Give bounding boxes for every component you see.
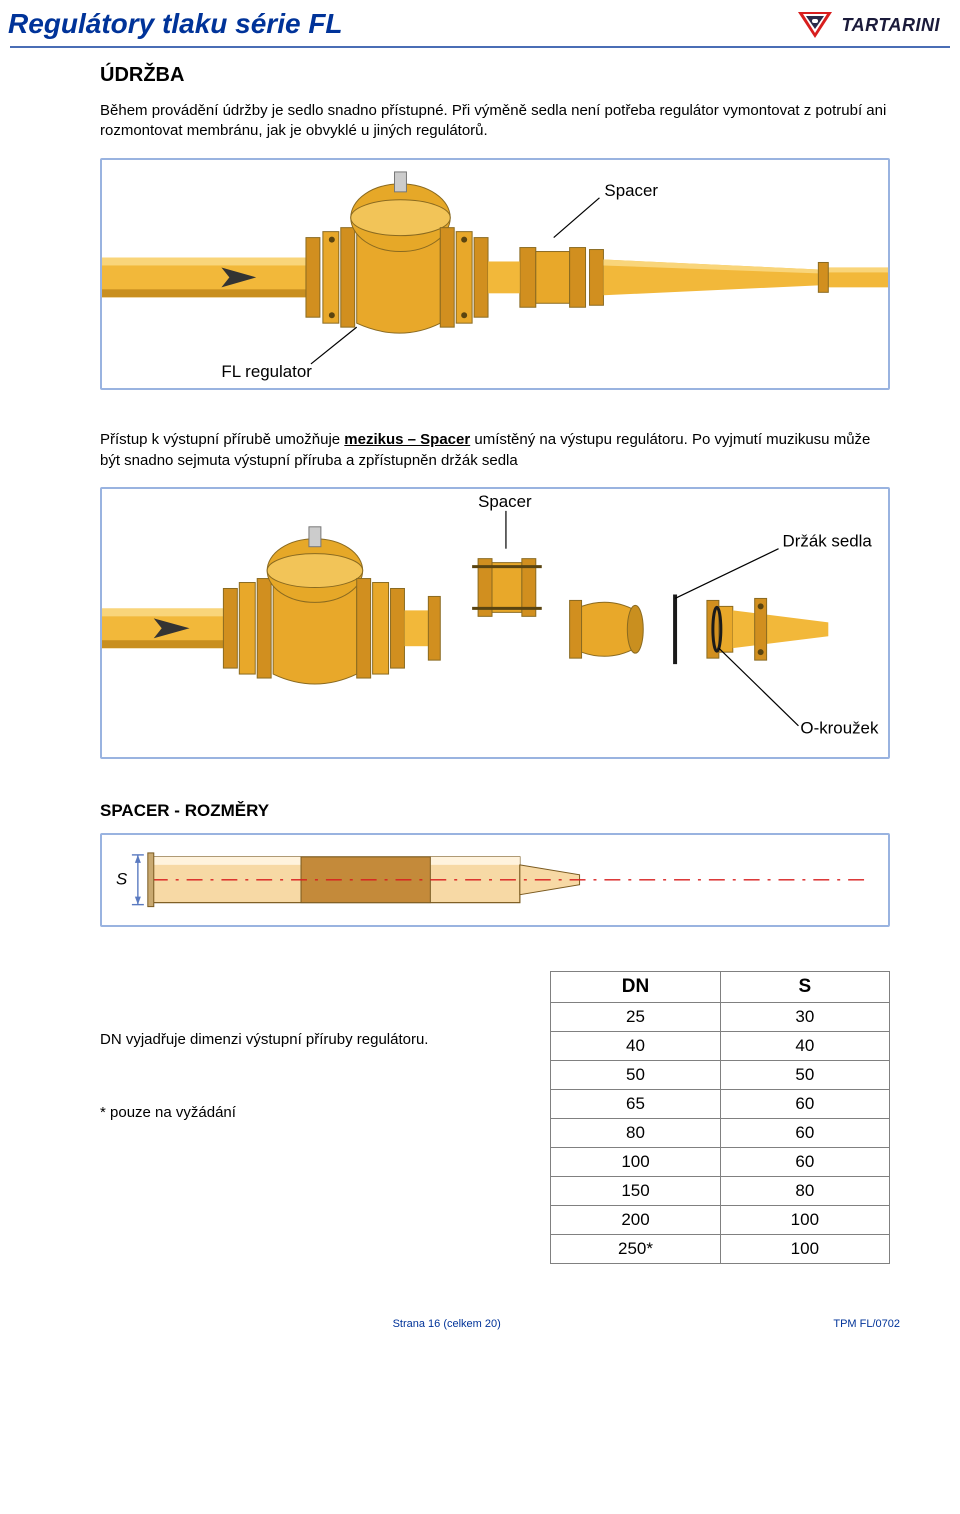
para1: Během provádění údržby je sedlo snadno p… (100, 102, 448, 119)
figure-assembled: Spacer FL regulator (100, 158, 890, 391)
logo-text: TARTARINI (842, 15, 941, 36)
fig1-fl-label: FL regulator (221, 361, 312, 380)
figure-exploded: Spacer Držák sedla O-kroužek (100, 487, 890, 760)
table-row: 8060 (551, 1118, 890, 1147)
section-title: ÚDRŽBA (100, 64, 890, 87)
footer-right: TPM FL/0702 (833, 1318, 900, 1330)
table-cell: 60 (720, 1147, 889, 1176)
spacer-table: DN S 25304040505065608060100601508020010… (550, 971, 890, 1264)
page-header: Regulátory tlaku série FL TARTARINI (0, 0, 960, 44)
para3-u: mezikus – Spacer (344, 431, 470, 448)
table-cell: 40 (551, 1031, 720, 1060)
table-cell: 65 (551, 1089, 720, 1118)
table-cell: 25 (551, 1002, 720, 1031)
table-cell: 30 (720, 1002, 889, 1031)
table-cell: 80 (720, 1176, 889, 1205)
table-cell: 60 (720, 1118, 889, 1147)
spacer-table-row: DN vyjadřuje dimenzi výstupní příruby re… (100, 971, 890, 1264)
table-row: 200100 (551, 1205, 890, 1234)
page-title: Regulátory tlaku série FL (8, 8, 343, 40)
table-row: 15080 (551, 1176, 890, 1205)
intro-paragraph: Během provádění údržby je sedlo snadno p… (100, 101, 890, 142)
dim-s-label: S (116, 870, 128, 889)
table-row: 5050 (551, 1060, 890, 1089)
table-cell: 100 (720, 1234, 889, 1263)
logo-icon (794, 10, 836, 40)
table-header-row: DN S (551, 971, 890, 1002)
brand-logo: TARTARINI (794, 10, 941, 40)
table-cell: 50 (720, 1060, 889, 1089)
table-cell: 100 (720, 1205, 889, 1234)
table-cell: 40 (720, 1031, 889, 1060)
table-cell: 50 (551, 1060, 720, 1089)
figure-spacer-dims: S (100, 833, 890, 927)
table-row: 2530 (551, 1002, 890, 1031)
table-cell: 60 (720, 1089, 889, 1118)
fig2-seat-label: Držák sedla (783, 532, 873, 551)
footer-center: Strana 16 (celkem 20) (60, 1318, 833, 1330)
table-row: 6560 (551, 1089, 890, 1118)
th-s: S (720, 971, 889, 1002)
table-note-main: DN vyjadřuje dimenzi výstupní příruby re… (100, 1031, 518, 1048)
th-dn: DN (551, 971, 720, 1002)
spacer-dims-title: SPACER - ROZMĚRY (100, 801, 890, 821)
table-row: 250*100 (551, 1234, 890, 1263)
fig1-spacer-label: Spacer (604, 180, 658, 199)
content-area: ÚDRŽBA Během provádění údržby je sedlo s… (0, 64, 960, 1264)
fig2-spacer-label: Spacer (478, 492, 532, 511)
page-footer: Strana 16 (celkem 20) TPM FL/0702 (0, 1264, 960, 1330)
mid-paragraph: Přístup k výstupní přírubě umožňuje mezi… (100, 430, 890, 471)
table-row: 10060 (551, 1147, 890, 1176)
table-cell: 150 (551, 1176, 720, 1205)
table-cell: 200 (551, 1205, 720, 1234)
table-row: 4040 (551, 1031, 890, 1060)
table-cell: 80 (551, 1118, 720, 1147)
table-cell: 100 (551, 1147, 720, 1176)
fig2-oring-label: O-kroužek (800, 719, 879, 738)
table-footnote: * pouze na vyžádání (100, 1104, 518, 1121)
para3-pre: Přístup k výstupní přírubě umožňuje (100, 431, 344, 448)
table-note: DN vyjadřuje dimenzi výstupní příruby re… (100, 971, 518, 1121)
header-divider (10, 46, 950, 48)
table-cell: 250* (551, 1234, 720, 1263)
